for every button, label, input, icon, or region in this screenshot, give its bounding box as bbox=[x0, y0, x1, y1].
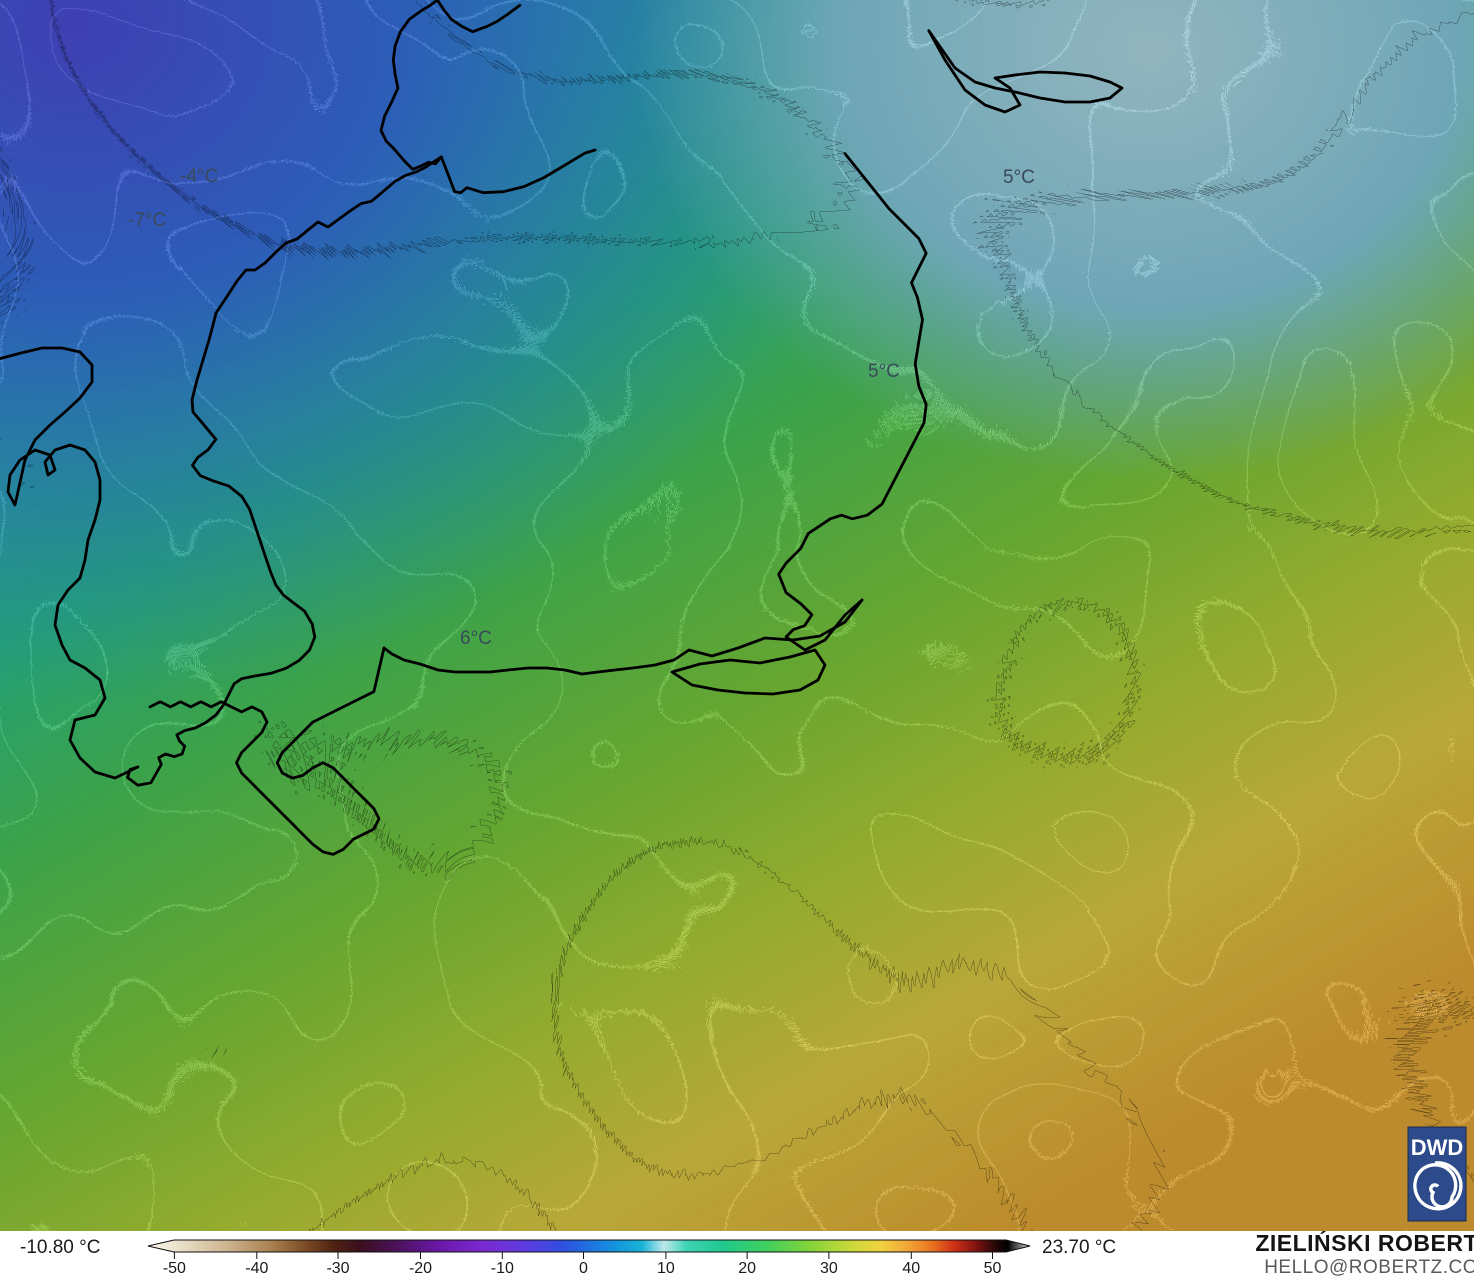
svg-text:-50: -50 bbox=[163, 1260, 186, 1277]
svg-text:0: 0 bbox=[579, 1260, 588, 1277]
svg-text:-20: -20 bbox=[409, 1260, 432, 1277]
svg-text:10: 10 bbox=[657, 1260, 675, 1277]
svg-text:5°C: 5°C bbox=[868, 361, 900, 382]
svg-text:ZIELIŃSKI ROBERT: ZIELIŃSKI ROBERT bbox=[1255, 1231, 1474, 1256]
svg-text:HELLO@ROBERTZ.CO: HELLO@ROBERTZ.CO bbox=[1264, 1257, 1474, 1278]
svg-text:6°C: 6°C bbox=[460, 628, 492, 649]
svg-text:20: 20 bbox=[738, 1260, 756, 1277]
svg-text:30: 30 bbox=[820, 1260, 838, 1277]
svg-text:-10.80 °C: -10.80 °C bbox=[20, 1237, 100, 1258]
svg-text:-10: -10 bbox=[491, 1260, 514, 1277]
svg-text:5°C: 5°C bbox=[1003, 167, 1035, 188]
svg-text:-4°C: -4°C bbox=[180, 166, 218, 187]
svg-text:-7°C: -7°C bbox=[128, 210, 166, 231]
svg-text:40: 40 bbox=[902, 1260, 920, 1277]
svg-text:50: 50 bbox=[984, 1260, 1002, 1277]
svg-text:23.70 °C: 23.70 °C bbox=[1042, 1237, 1116, 1258]
svg-text:DWD: DWD bbox=[1411, 1135, 1464, 1160]
svg-text:-40: -40 bbox=[245, 1260, 268, 1277]
svg-text:-30: -30 bbox=[326, 1260, 349, 1277]
